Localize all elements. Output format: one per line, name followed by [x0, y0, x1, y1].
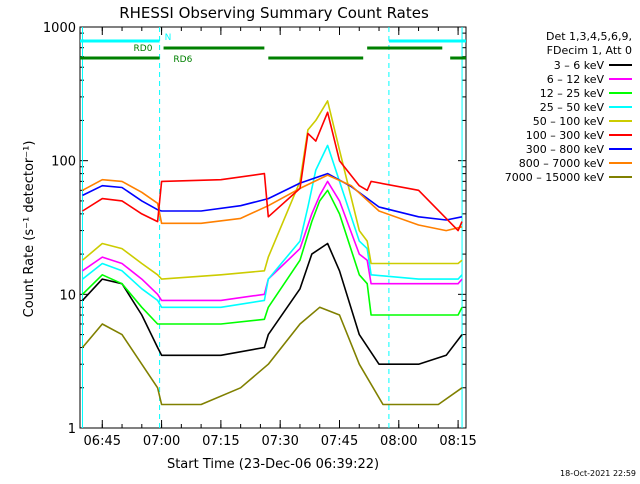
- legend-label: 25 – 50 keV: [540, 101, 605, 114]
- legend-label: 6 – 12 keV: [547, 73, 605, 86]
- legend-label: 7000 – 15000 keV: [505, 171, 605, 184]
- x-axis-label: Start Time (23-Dec-06 06:39:22): [167, 457, 379, 472]
- flag-label-n: N: [165, 33, 172, 43]
- series-line-2: [81, 189, 463, 325]
- x-tick-label: 07:45: [321, 434, 358, 449]
- y-tick-label: 100: [51, 155, 76, 170]
- legend-label: 3 – 6 keV: [554, 59, 605, 72]
- series-line-0: [81, 242, 463, 366]
- x-tick-label: 07:00: [143, 434, 180, 449]
- series-line-8: [81, 306, 463, 406]
- timestamp: 18-Oct-2021 22:59: [560, 469, 636, 478]
- legend-label: 300 – 800 keV: [526, 143, 605, 156]
- y-axis-label: Count Rate (s⁻¹ detector⁻¹): [22, 141, 37, 318]
- legend-header-line: FDecim 1, Att 0: [547, 44, 632, 57]
- flag-label-rd0: RD0: [134, 44, 153, 54]
- x-tick-label: 07:30: [261, 434, 298, 449]
- series-line-5: [82, 111, 463, 232]
- x-tick-label: 08:00: [380, 434, 417, 449]
- series-line-4: [81, 100, 463, 280]
- flag-label-rd6: RD6: [173, 55, 192, 65]
- legend-label: 12 – 25 keV: [540, 87, 605, 100]
- x-tick-label: 08:15: [439, 434, 476, 449]
- y-tick-label: 10: [59, 288, 76, 303]
- legend-label: 100 – 300 keV: [526, 129, 605, 142]
- legend-label: 50 – 100 keV: [533, 115, 605, 128]
- y-tick-label: 1000: [43, 21, 76, 36]
- y-tick-label: 1: [68, 422, 76, 437]
- series-line-7: [82, 174, 463, 232]
- x-tick-label: 06:45: [84, 434, 121, 449]
- chart-title: RHESSI Observing Summary Count Rates: [119, 4, 429, 22]
- legend-header-line: Det 1,3,4,5,6,9,: [546, 30, 632, 43]
- legend-header: Det 1,3,4,5,6,9,FDecim 1, Att 0: [546, 30, 632, 57]
- series-line-6: [82, 172, 463, 221]
- legend-label: 800 – 7000 keV: [519, 157, 605, 170]
- series-line-1: [82, 180, 463, 302]
- plot-frame: [79, 26, 467, 429]
- plot-area: 1 10 100 1000 06:45 07:00 07:15 07:30 07:45 08:00…: [43, 21, 477, 449]
- series-line-3: [82, 144, 463, 309]
- x-tick-label: 07:15: [202, 434, 239, 449]
